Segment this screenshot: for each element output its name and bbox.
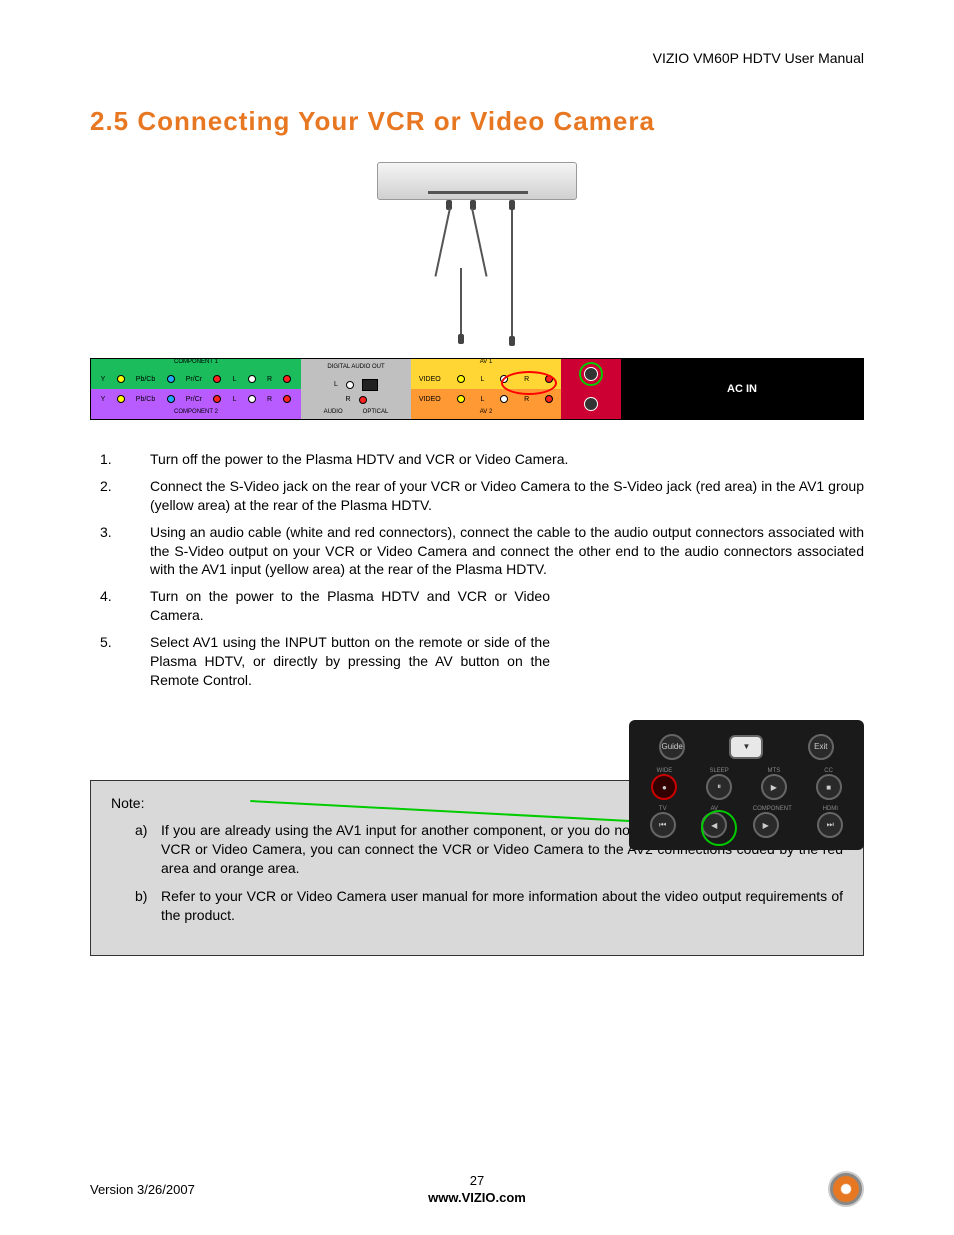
av1-label: AV 1 — [411, 359, 561, 369]
remote-label: HDMI — [817, 806, 843, 812]
svideo2-jack — [561, 389, 621, 419]
component-button-icon: ▶ — [753, 812, 779, 838]
step-item: 3. Using an audio cable (white and red c… — [90, 523, 864, 580]
audio-label: AUDIO — [324, 409, 343, 415]
sleep-button-icon: ⏸ — [706, 774, 732, 800]
mts-button-icon: ▶ — [761, 774, 787, 800]
av1-highlight-circle — [501, 371, 557, 395]
svideo1-jack — [561, 359, 621, 389]
av2-label: AV 2 — [411, 409, 561, 419]
av1-jacks: VIDEO L R — [411, 369, 561, 389]
jack-label: L — [233, 396, 237, 403]
nav-down-icon: ▼ — [729, 735, 763, 759]
dao-label: DIGITAL AUDIO OUT — [327, 364, 384, 374]
jack-label: Pb/Cb — [136, 376, 155, 383]
video-label: VIDEO — [419, 396, 441, 403]
guide-button-icon: Guide — [659, 734, 685, 760]
audio-cable-icon — [441, 208, 481, 338]
note-item: b) Refer to your VCR or Video Camera use… — [111, 887, 843, 925]
ac-in: AC IN — [621, 359, 863, 419]
vizio-logo-icon — [828, 1171, 864, 1207]
step-number: 5. — [90, 633, 150, 690]
jack-label: Pr/Cr — [186, 376, 202, 383]
optical-jack-icon — [362, 379, 378, 391]
step-text: Turn on the power to the Plasma HDTV and… — [150, 587, 550, 625]
step-number: 4. — [90, 587, 150, 625]
jack-label: Y — [101, 376, 106, 383]
svideo-cable-icon — [511, 208, 513, 338]
step-number: 3. — [90, 523, 150, 580]
steps-list: 1. Turn off the power to the Plasma HDTV… — [90, 450, 864, 690]
svideo-section — [561, 359, 621, 419]
av-button-highlight-circle — [701, 810, 737, 846]
component1-label: COMPONENT 1 — [91, 359, 301, 369]
remote-label: CC — [816, 768, 842, 774]
note-text: Refer to your VCR or Video Camera user m… — [161, 887, 843, 925]
digital-audio-out: DIGITAL AUDIO OUT L R AUDIO OPTICAL — [301, 359, 411, 419]
remote-label: SLEEP — [706, 768, 732, 774]
component-section: COMPONENT 1 Y Pb/Cb Pr/Cr L R Y Pb/Cb Pr… — [91, 359, 301, 419]
step-text: Select AV1 using the INPUT button on the… — [150, 633, 550, 690]
step-item: 5. Select AV1 using the INPUT button on … — [90, 633, 864, 690]
jack-label: L — [480, 396, 484, 403]
remote-label: COMPONENT — [753, 806, 792, 812]
component2-label: COMPONENT 2 — [91, 409, 301, 419]
step-text: Turn off the power to the Plasma HDTV an… — [150, 450, 864, 469]
rear-panel-diagram: COMPONENT 1 Y Pb/Cb Pr/Cr L R Y Pb/Cb Pr… — [90, 358, 864, 420]
jack-label: L — [233, 376, 237, 383]
jack-label: L — [334, 381, 338, 388]
step-number: 1. — [90, 450, 150, 469]
component2-jacks: Y Pb/Cb Pr/Cr L R — [91, 389, 301, 409]
hdmi-button-icon: ⏭ — [817, 812, 843, 838]
note-letter: b) — [111, 887, 161, 925]
remote-label: WIDE — [651, 768, 677, 774]
step-number: 2. — [90, 477, 150, 515]
cables-icon — [90, 208, 864, 348]
vcr-device-icon — [377, 162, 577, 200]
step-text: Using an audio cable (white and red conn… — [150, 523, 864, 580]
jack-label: Pb/Cb — [136, 396, 155, 403]
step-item: 4. Turn on the power to the Plasma HDTV … — [90, 587, 864, 625]
manual-title: VIZIO VM60P HDTV User Manual — [90, 50, 864, 66]
page-footer: Version 3/26/2007 27 www.VIZIO.com — [90, 1171, 864, 1207]
device-diagram — [90, 162, 864, 348]
tv-button-icon: ⏮ — [650, 812, 676, 838]
component1-jacks: Y Pb/Cb Pr/Cr L R — [91, 369, 301, 389]
step-item: 1. Turn off the power to the Plasma HDTV… — [90, 450, 864, 469]
optical-label: OPTICAL — [363, 409, 389, 415]
av-section: AV 1 VIDEO L R VIDEO L R AV 2 — [411, 359, 561, 419]
page-number: 27 — [428, 1173, 526, 1188]
remote-label: TV — [650, 806, 676, 812]
jack-label: R — [267, 376, 272, 383]
jack-label: R — [267, 396, 272, 403]
exit-button-icon: Exit — [808, 734, 834, 760]
step-text: Connect the S-Video jack on the rear of … — [150, 477, 864, 515]
jack-label: Y — [101, 396, 106, 403]
remote-control-image: Guide ▼ Exit WIDE● SLEEP⏸ MTS▶ CC■ TV⏮ A… — [629, 720, 864, 850]
jack-label: R — [524, 396, 529, 403]
jack-label: Pr/Cr — [186, 396, 202, 403]
jack-label: L — [480, 376, 484, 383]
wide-button-icon: ● — [651, 774, 677, 800]
cc-button-icon: ■ — [816, 774, 842, 800]
svideo-highlight-circle — [579, 362, 603, 386]
footer-url: www.VIZIO.com — [428, 1190, 526, 1205]
remote-label: MTS — [761, 768, 787, 774]
note-letter: a) — [111, 821, 161, 878]
video-label: VIDEO — [419, 376, 441, 383]
version-text: Version 3/26/2007 — [90, 1182, 195, 1197]
step-item: 2. Connect the S-Video jack on the rear … — [90, 477, 864, 515]
section-title: 2.5 Connecting Your VCR or Video Camera — [90, 106, 864, 137]
jack-label: R — [345, 396, 350, 403]
